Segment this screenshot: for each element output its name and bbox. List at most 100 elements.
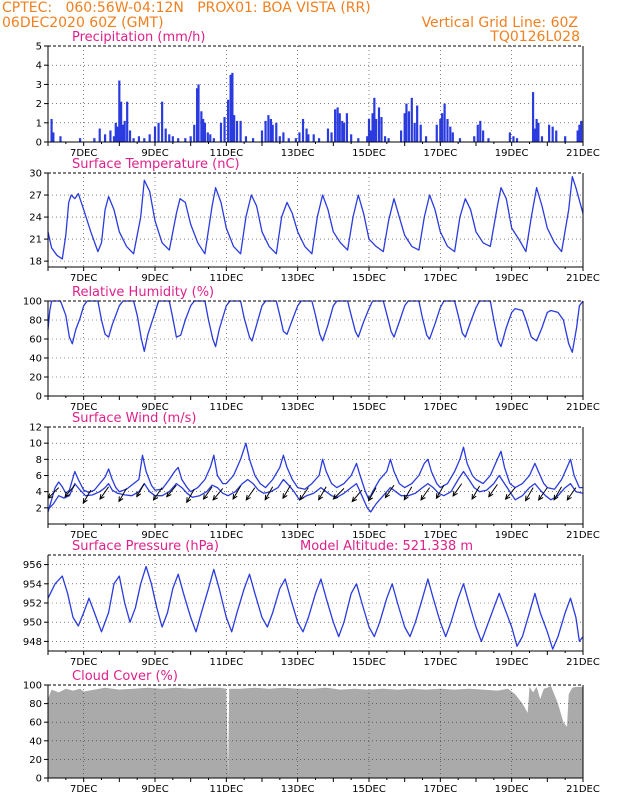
precip-bar: [380, 117, 383, 142]
y-tick-label: 5: [36, 42, 42, 53]
wind-vector: [538, 487, 548, 501]
y-tick-label: 948: [23, 637, 42, 648]
precip-bar: [405, 103, 408, 142]
wind-vector-head: [282, 493, 288, 500]
precip-bar: [449, 126, 452, 142]
precip-bar: [350, 134, 353, 142]
precip-bar: [458, 138, 462, 142]
precip-bar: [515, 138, 519, 142]
y-tick-label: 0: [36, 138, 42, 149]
wind-vector-head: [351, 496, 357, 503]
precip-bar: [93, 138, 96, 142]
wind-vector-shaft: [318, 486, 327, 501]
precip-bar: [341, 120, 344, 142]
wind-vector-shaft: [99, 486, 110, 500]
wind-vector-shaft: [471, 485, 481, 500]
precip-bar: [451, 132, 454, 142]
x-tick-label: 17DEC: [423, 402, 457, 413]
precip-bar: [126, 101, 129, 142]
precip-bar: [50, 118, 53, 142]
x-tick-label: 7DEC: [70, 148, 97, 159]
y-tick-label: 18: [29, 257, 42, 268]
precip-bar: [103, 134, 107, 142]
wind-vector-head: [504, 494, 511, 500]
x-tick-label: 15DEC: [352, 784, 386, 795]
precip-bar: [330, 132, 333, 142]
precip-bar: [164, 128, 167, 142]
wind-vector: [299, 487, 309, 501]
precip-bar: [383, 136, 387, 142]
precip-bar: [148, 134, 151, 142]
y-tick-label: 952: [23, 599, 42, 610]
x-tick-label: 11DEC: [209, 402, 243, 413]
wind-vector-shaft: [420, 487, 431, 501]
precip-bar: [336, 107, 339, 142]
precip-bar: [473, 136, 476, 142]
precip-bar: [128, 130, 132, 142]
panel-title: Surface Temperature (nC): [72, 157, 240, 172]
x-tick-label: 11DEC: [209, 530, 243, 541]
y-tick-label: 80: [29, 699, 42, 710]
precip-bar: [564, 136, 567, 142]
header-vertical-grid-note: Vertical Grid Line: 60Z: [421, 15, 578, 31]
precip-bar: [446, 118, 449, 142]
wind-vector-shaft: [245, 487, 256, 501]
x-tick-label: 17DEC: [423, 784, 457, 795]
temp-series-line: [47, 176, 584, 260]
precip-bar: [305, 128, 308, 142]
wind-vector-head: [118, 496, 124, 503]
panel-precip: 0 1 2 3 4 5 7DEC 9DEC 11DEC 13DEC 15DEC 17DEC 19DEC 2…: [36, 30, 600, 159]
precip-bar: [161, 101, 164, 142]
panel-cloud: 0 20 40 60 80 100 7DEC 9DEC 11DEC 13DEC 15DEC 17DEC…: [23, 669, 600, 795]
precip-bar: [275, 122, 278, 142]
y-tick-label: 30: [29, 169, 42, 180]
x-tick-label: 9DEC: [141, 273, 168, 284]
precip-bar: [143, 138, 146, 142]
precip-bar: [231, 72, 234, 142]
pressure-series-line: [47, 565, 584, 650]
x-tick-label: 17DEC: [423, 530, 457, 541]
y-tick-label: 24: [29, 213, 42, 224]
y-tick-label: 0: [36, 392, 42, 403]
wind-vector-shaft: [212, 488, 224, 501]
precip-bar: [197, 84, 200, 142]
precip-bar: [377, 107, 381, 142]
wind-vector-shaft: [282, 484, 291, 499]
wind-vector-shaft: [82, 489, 92, 504]
y-tick-label: 4: [36, 487, 42, 498]
y-tick-label: 6: [36, 471, 42, 482]
x-tick-label: 13DEC: [281, 530, 315, 541]
x-tick-label: 19DEC: [495, 402, 529, 413]
wind-vector-head: [452, 490, 458, 497]
y-tick-label: 20: [29, 373, 42, 384]
y-tick-label: 2: [36, 503, 42, 514]
x-tick-label: 13DEC: [281, 784, 315, 795]
wind-vector: [264, 486, 274, 501]
wind-vector: [351, 489, 363, 503]
precip-bar: [435, 124, 438, 142]
wind-vector-shaft: [232, 485, 242, 500]
header-run-date: 06DEC2020 60Z (GMT): [2, 15, 164, 31]
header-station-line: CPTEC: 060:56W-04:12N PROX01: BOA VISTA …: [2, 0, 371, 16]
precip-bar: [512, 136, 515, 142]
panel-title: Surface Pressure (hPa): [72, 539, 219, 554]
panel-temp: 18 21 24 27 30 7DEC 9DEC 11DEC 13DEC 15DEC 17DEC 19…: [29, 157, 600, 284]
panel-pressure: 948 950 952 954 956 7DEC 9DEC 11DEC 13DEC 15DEC 17…: [23, 539, 600, 668]
precip-bar: [540, 136, 544, 142]
y-tick-label: 10: [29, 439, 42, 450]
wind-vector-head: [99, 494, 105, 501]
precip-bar: [114, 122, 117, 142]
wind-vector: [384, 484, 395, 499]
precip-bar: [168, 134, 171, 142]
wind-vector: [202, 486, 213, 501]
x-tick-label: 11DEC: [209, 657, 243, 668]
precip-bar: [576, 130, 579, 142]
wind-series-line: [47, 442, 583, 513]
precip-bar: [209, 134, 212, 142]
y-tick-label: 100: [23, 297, 42, 308]
x-tick-label: 15DEC: [352, 402, 386, 413]
wind-vector: [553, 486, 563, 501]
precip-bar: [508, 132, 511, 142]
precip-bar: [531, 92, 535, 142]
